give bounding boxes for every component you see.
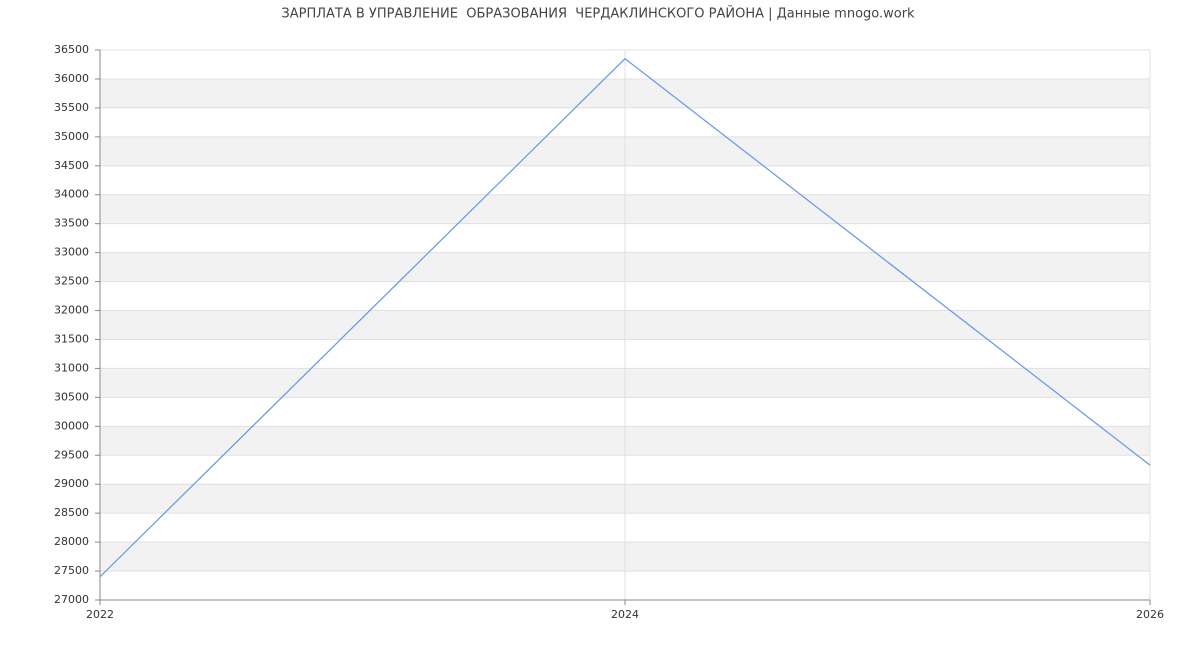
y-tick-label: 35000 [54,130,89,143]
x-tick-label: 2022 [86,608,114,621]
y-tick-label: 28500 [54,506,89,519]
y-tick-label: 28000 [54,535,89,548]
chart-title: ЗАРПЛАТА В УПРАВЛЕНИЕ ОБРАЗОВАНИЯ ЧЕРДАК… [281,6,915,22]
y-tick-label: 36500 [54,43,89,56]
y-tick-label: 30500 [54,390,89,403]
y-tick-label: 31000 [54,361,89,374]
y-tick-label: 31500 [54,332,89,345]
y-tick-label: 29500 [54,448,89,461]
y-tick-label: 27500 [54,564,89,577]
y-tick-label: 34500 [54,159,89,172]
x-tick-label: 2024 [611,608,639,621]
y-tick-label: 32500 [54,275,89,288]
y-tick-label: 32000 [54,304,89,317]
y-tick-label: 29000 [54,477,89,490]
y-tick-label: 35500 [54,101,89,114]
line [99,57,1151,578]
y-tick-label: 34000 [54,188,89,201]
x-tick-label: 2026 [1136,608,1164,621]
y-tick-label: 30000 [54,419,89,432]
y-tick-label: 33500 [54,217,89,230]
y-tick-label: 36000 [54,72,89,85]
y-tick-label: 27000 [54,593,89,606]
y-tick-label: 33000 [54,246,89,259]
